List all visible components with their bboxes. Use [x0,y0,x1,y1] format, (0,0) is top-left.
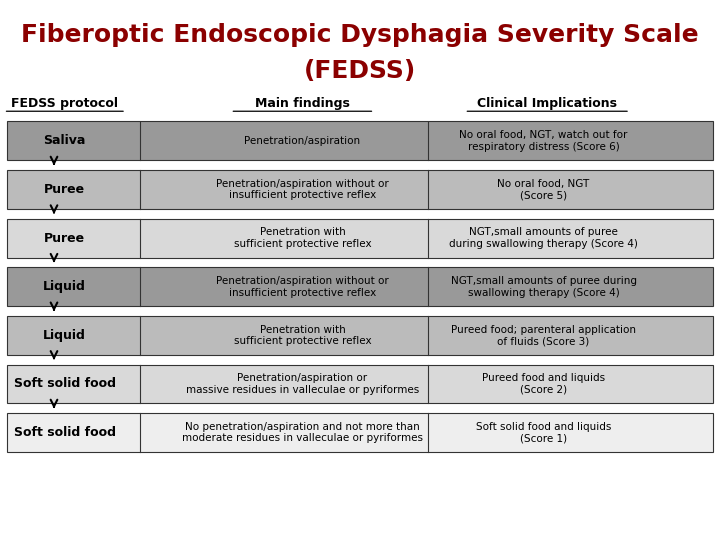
Bar [7,122,713,160]
Text: Soft solid food: Soft solid food [14,426,116,439]
Text: Puree: Puree [44,183,86,196]
Text: Penetration with
sufficient protective reflex: Penetration with sufficient protective r… [233,325,372,346]
Text: Penetration with
sufficient protective reflex: Penetration with sufficient protective r… [233,227,372,249]
Text: Soft solid food: Soft solid food [14,377,116,390]
Text: Clinical Implications: Clinical Implications [477,97,617,110]
Text: NGT,small amounts of puree during
swallowing therapy (Score 4): NGT,small amounts of puree during swallo… [451,276,636,298]
Bar [7,316,713,355]
Text: Penetration/aspiration without or
insufficient protective reflex: Penetration/aspiration without or insuff… [216,276,389,298]
Text: NGT,small amounts of puree
during swallowing therapy (Score 4): NGT,small amounts of puree during swallo… [449,227,638,249]
Text: Penetration/aspiration: Penetration/aspiration [244,136,361,146]
Bar [7,267,713,306]
Text: (FEDSS): (FEDSS) [304,59,416,83]
Text: Fiberoptic Endoscopic Dysphagia Severity Scale: Fiberoptic Endoscopic Dysphagia Severity… [21,23,699,47]
Text: No penetration/aspiration and not more than
moderate residues in valleculae or p: No penetration/aspiration and not more t… [182,422,423,443]
Text: No oral food, NGT
(Score 5): No oral food, NGT (Score 5) [498,179,590,200]
Text: Liquid: Liquid [43,329,86,342]
Text: FEDSS protocol: FEDSS protocol [12,97,118,110]
Text: Main findings: Main findings [255,97,350,110]
Text: Puree: Puree [44,232,86,245]
Text: Liquid: Liquid [43,280,86,293]
Text: No oral food, NGT, watch out for
respiratory distress (Score 6): No oral food, NGT, watch out for respira… [459,130,628,152]
Text: Pureed food and liquids
(Score 2): Pureed food and liquids (Score 2) [482,373,606,395]
Text: Penetration/aspiration without or
insufficient protective reflex: Penetration/aspiration without or insuff… [216,179,389,200]
Bar [7,170,713,209]
Text: Saliva: Saliva [44,134,86,147]
Bar [7,364,713,403]
Text: Penetration/aspiration or
massive residues in valleculae or pyriformes: Penetration/aspiration or massive residu… [186,373,419,395]
Bar [7,413,713,452]
Text: Soft solid food and liquids
(Score 1): Soft solid food and liquids (Score 1) [476,422,611,443]
Bar [7,219,713,258]
Text: Pureed food; parenteral application
of fluids (Score 3): Pureed food; parenteral application of f… [451,325,636,346]
